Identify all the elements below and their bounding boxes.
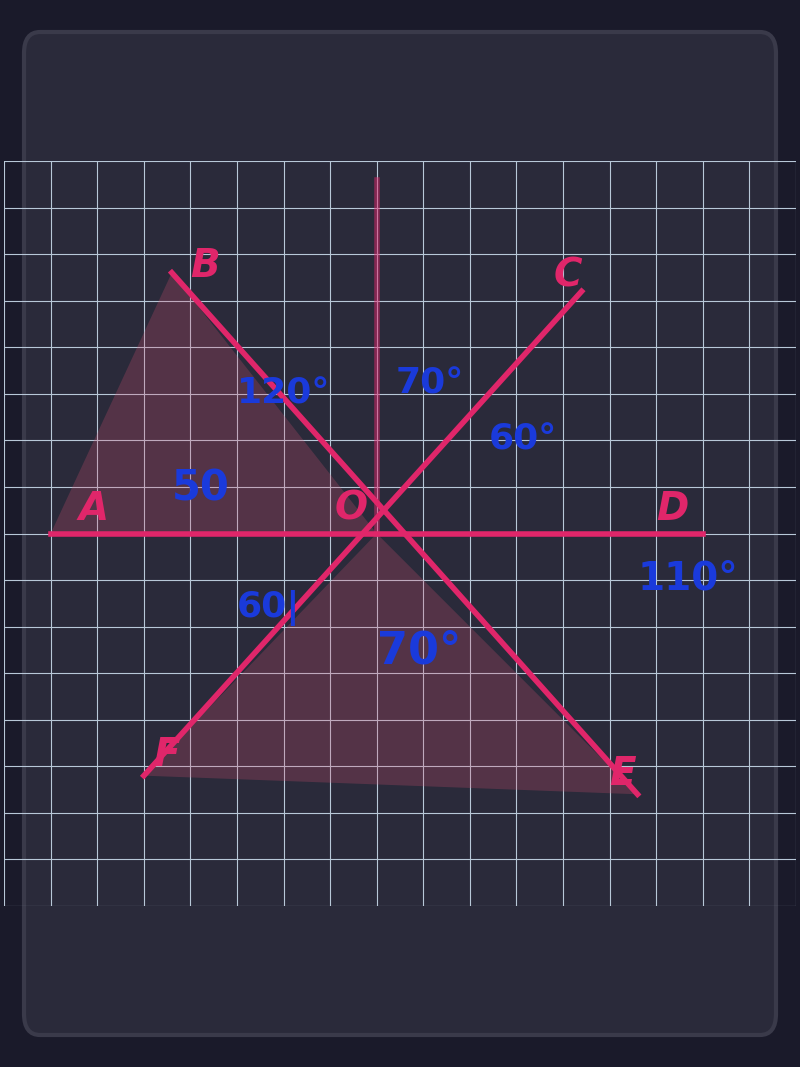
Text: A: A (78, 490, 109, 527)
Polygon shape (50, 273, 377, 534)
Text: C: C (554, 257, 582, 294)
Text: D: D (656, 490, 688, 527)
Text: 60°: 60° (489, 423, 557, 457)
Text: 110°: 110° (638, 559, 738, 598)
Text: 120°: 120° (237, 376, 330, 410)
Text: F: F (153, 736, 180, 775)
Text: O: O (335, 490, 368, 527)
Text: E: E (610, 755, 636, 793)
Polygon shape (144, 534, 638, 794)
Text: 70°: 70° (377, 630, 461, 673)
Text: B: B (190, 248, 220, 285)
Text: 50: 50 (172, 468, 230, 510)
Text: 60|: 60| (237, 590, 301, 626)
Text: 70°: 70° (395, 367, 463, 401)
